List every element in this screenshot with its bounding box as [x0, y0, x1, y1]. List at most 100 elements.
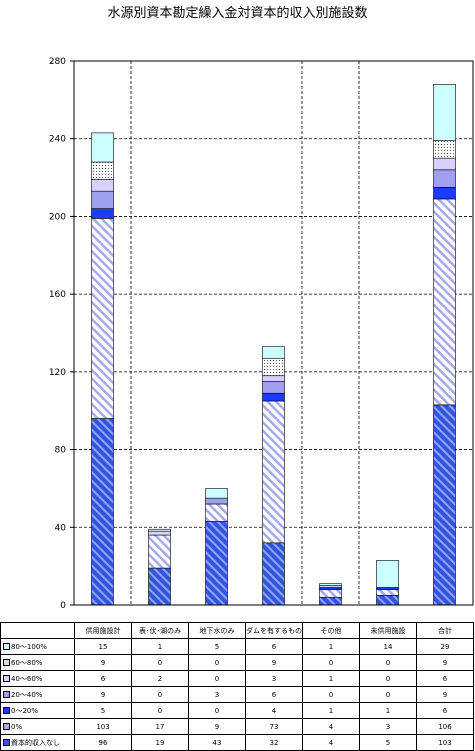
y-tick-label: 200 [49, 212, 66, 222]
data-value-cell: 0 [359, 654, 417, 671]
bar-segment [433, 157, 456, 171]
category-label: 未供用施設 [359, 622, 417, 639]
data-value-cell: 103 [74, 718, 132, 735]
data-table: 供用施設計 表･伏･湖のみ 地下水のみ ダムを有するもの その他 未供用施設 合計 80～10… [0, 622, 474, 751]
bar-segment [433, 169, 456, 188]
y-tick-label: 160 [49, 290, 66, 300]
legend-swatch [3, 675, 10, 682]
data-value-cell: 9 [74, 686, 132, 703]
bar-segment [205, 488, 228, 499]
bar-segment [376, 560, 399, 588]
bar-segment [91, 218, 114, 419]
legend-swatch [3, 723, 10, 730]
table-header-row: 供用施設計 表･伏･湖のみ 地下水のみ ダムを有するもの その他 未供用施設 合計 [0, 622, 474, 639]
data-value-cell: 4 [302, 718, 360, 735]
table-row: 40～60% 6 2 0 3 1 0 6 [0, 670, 474, 687]
data-value-cell: 6 [74, 670, 132, 687]
data-value-cell: 9 [416, 686, 474, 703]
bar-segment [91, 208, 114, 219]
bar-segment [205, 503, 228, 522]
legend-entry: 80～100% [0, 638, 75, 655]
plot-frame [73, 60, 474, 606]
bar-segment [262, 375, 285, 382]
data-value-cell: 0 [188, 654, 246, 671]
legend-entry: 40～60% [0, 670, 75, 687]
bar-segment [433, 198, 456, 406]
table-row: 80～100% 15 1 5 6 1 14 29 [0, 638, 474, 655]
data-value-cell: 106 [416, 718, 474, 735]
data-value-cell: 3 [188, 686, 246, 703]
category-label: 表･伏･湖のみ [131, 622, 189, 639]
data-value-cell: 9 [245, 654, 303, 671]
table-row: 20～40% 9 0 3 6 0 0 9 [0, 686, 474, 703]
y-tick-label: 240 [49, 135, 66, 145]
data-value-cell: 0 [359, 686, 417, 703]
bar-segment [205, 521, 228, 606]
data-value-cell: 29 [416, 638, 474, 655]
data-value-cell: 9 [188, 718, 246, 735]
bar-segment [319, 596, 342, 606]
data-value-cell: 0 [131, 654, 189, 671]
legend-swatch [3, 643, 10, 650]
category-label: その他 [302, 622, 360, 639]
data-value-cell: 1 [302, 638, 360, 655]
data-value-cell: 0 [188, 670, 246, 687]
bar-segment [91, 179, 114, 192]
category-label: 供用施設計 [74, 622, 132, 639]
table-row: 60～80% 9 0 0 9 0 0 9 [0, 654, 474, 671]
legend-label: 80～100% [11, 642, 47, 651]
legend-swatch [3, 707, 10, 714]
legend-swatch [3, 659, 10, 666]
bar-segment [262, 392, 285, 402]
legend-entry: 20～40% [0, 686, 75, 703]
bar-segment [433, 404, 456, 606]
legend-swatch [3, 691, 10, 698]
bar-segment [91, 132, 114, 163]
bar-segment [376, 589, 399, 596]
legend-label: 0～20% [11, 706, 39, 715]
bar-segment [205, 497, 228, 505]
y-tick-label: 40 [55, 523, 67, 533]
data-value-cell: 4 [245, 702, 303, 719]
legend-label: 40～60% [11, 674, 43, 683]
bar-segment [262, 346, 285, 359]
bar-segment [91, 418, 114, 606]
data-value-cell: 5 [188, 638, 246, 655]
data-value-cell: 6 [245, 686, 303, 703]
bar-segment [319, 589, 342, 598]
bar-segment [433, 186, 456, 200]
y-tick-label: 280 [49, 57, 66, 67]
data-value-cell: 9 [416, 654, 474, 671]
data-value-cell: 6 [416, 670, 474, 687]
data-value-cell: 6 [245, 638, 303, 655]
chart-title: 水源別資本勘定繰入金対資本的収入別施設数 [107, 6, 368, 21]
data-value-cell: 9 [74, 654, 132, 671]
category-label: 合計 [416, 622, 474, 639]
data-value-cell: 3 [245, 670, 303, 687]
data-value-cell: 1 [302, 702, 360, 719]
bar-segment [433, 84, 456, 141]
bar-segment [148, 528, 171, 532]
data-value-cell: 0 [131, 686, 189, 703]
category-label: 地下水のみ [188, 622, 246, 639]
bar-segment [91, 161, 114, 180]
category-label: ダムを有するもの [245, 622, 303, 639]
bar-segment [148, 534, 171, 569]
bar-segment [262, 357, 285, 377]
bar-segment [148, 530, 171, 536]
bar-segment [91, 190, 114, 209]
data-value-cell: 1 [131, 638, 189, 655]
bar-segment [262, 542, 285, 606]
data-value-cell: 2 [131, 670, 189, 687]
data-value-cell: 1 [359, 702, 417, 719]
chart-plot: 0 40 80 120 160 200 240 280 [49, 57, 474, 611]
data-value-cell: 3 [359, 718, 417, 735]
bar-segment [319, 583, 342, 586]
y-tick-label: 80 [55, 446, 67, 456]
y-tick-label: 120 [49, 368, 66, 378]
bar-segment [262, 400, 285, 544]
table-corner-cell [0, 622, 75, 639]
data-value-cell: 5 [74, 702, 132, 719]
legend-entry: 0～20% [0, 702, 75, 719]
y-tick-label: 0 [60, 601, 66, 611]
